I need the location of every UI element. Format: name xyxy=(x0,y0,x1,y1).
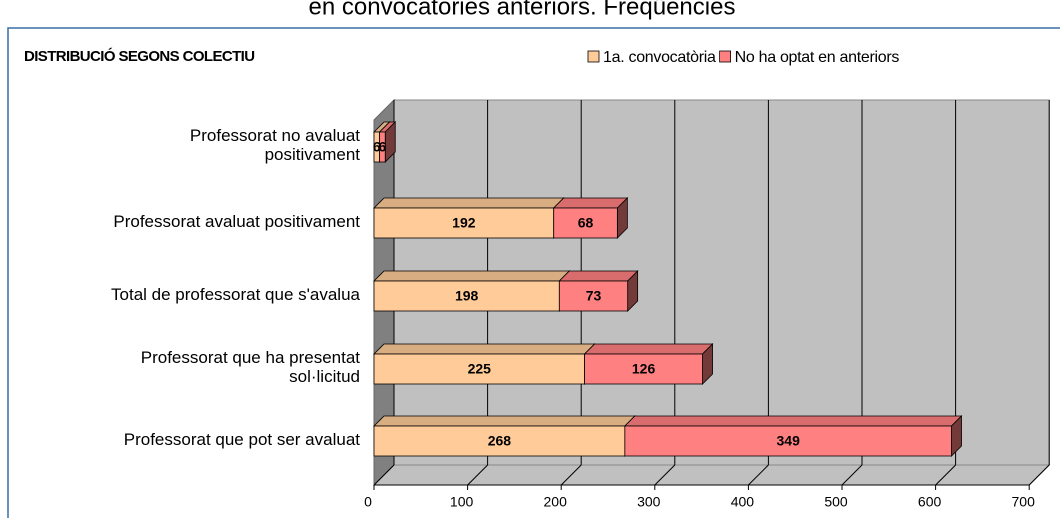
y-tick-label: Professorat avaluat positivament xyxy=(113,211,360,231)
value-label: 68 xyxy=(578,215,594,231)
value-label: 198 xyxy=(455,288,479,304)
x-tick-label: 700 xyxy=(1012,494,1036,510)
bar xyxy=(373,207,555,239)
y-tick-label: Total de professorat que s'avalua xyxy=(111,284,360,304)
x-tick-label: 500 xyxy=(824,494,848,510)
bar xyxy=(558,280,629,312)
value-label: 192 xyxy=(452,215,476,231)
bar-top xyxy=(558,270,639,282)
legend-label: 1a. convocatòria xyxy=(603,49,716,66)
bar-segment xyxy=(558,270,639,312)
x-tick-label: 100 xyxy=(450,494,474,510)
bar xyxy=(379,131,386,163)
bar-top xyxy=(373,343,596,355)
x-tick-label: 400 xyxy=(731,494,755,510)
bar xyxy=(553,207,618,239)
y-tick-label: Professorat que pot ser avaluat xyxy=(123,429,360,449)
bar-top xyxy=(373,197,565,209)
floor-line xyxy=(1028,464,1050,486)
y-tick-label: Professorat no avaluat positivament xyxy=(189,126,360,164)
legend-label: No ha optat en anteriors xyxy=(735,49,900,66)
legend-swatch xyxy=(587,50,600,63)
y-tick-label: Professorat que ha presentat sol·licitud xyxy=(140,348,360,386)
x-tick-label: 300 xyxy=(637,494,661,510)
chart-border xyxy=(7,27,1060,518)
value-label: 225 xyxy=(468,361,492,377)
bar xyxy=(373,425,626,457)
value-label: 126 xyxy=(632,361,656,377)
bar-segment xyxy=(583,343,714,385)
value-label: 268 xyxy=(488,433,512,449)
bar-segment xyxy=(373,270,571,312)
floor-line xyxy=(467,464,488,486)
floor xyxy=(372,464,1051,486)
bar-top xyxy=(583,343,714,355)
bar xyxy=(373,353,586,385)
value-label: 6 xyxy=(379,139,387,155)
bar-segment xyxy=(378,121,397,163)
legend-swatch xyxy=(719,50,732,63)
bar-segment xyxy=(552,197,629,239)
bar xyxy=(373,280,560,312)
bar-top xyxy=(623,415,963,427)
bar xyxy=(584,353,703,385)
bar-segment xyxy=(623,415,963,457)
floor-line xyxy=(560,464,582,486)
x-tick-label: 200 xyxy=(544,494,568,510)
floor-line xyxy=(654,464,676,486)
floor-line xyxy=(935,464,956,486)
bar xyxy=(624,425,952,457)
value-label: 349 xyxy=(777,433,801,449)
value-label: 6 xyxy=(373,139,381,155)
floor-line xyxy=(748,464,769,486)
chart-title: en convocatòries anteriors. Freqüències xyxy=(309,0,736,20)
bar-segment xyxy=(373,197,565,239)
x-tick-label: 0 xyxy=(364,494,372,510)
bar-top xyxy=(552,197,629,209)
floor-line xyxy=(373,464,395,486)
bar-top xyxy=(373,270,571,282)
x-tick-label: 600 xyxy=(918,494,942,510)
bar-segment xyxy=(373,343,596,385)
bar-top xyxy=(373,415,636,427)
floor-line xyxy=(841,464,863,486)
chart-subtitle: DISTRIBUCIÓ SEGONS COLECTIU xyxy=(24,47,254,65)
value-label: 73 xyxy=(586,288,602,304)
